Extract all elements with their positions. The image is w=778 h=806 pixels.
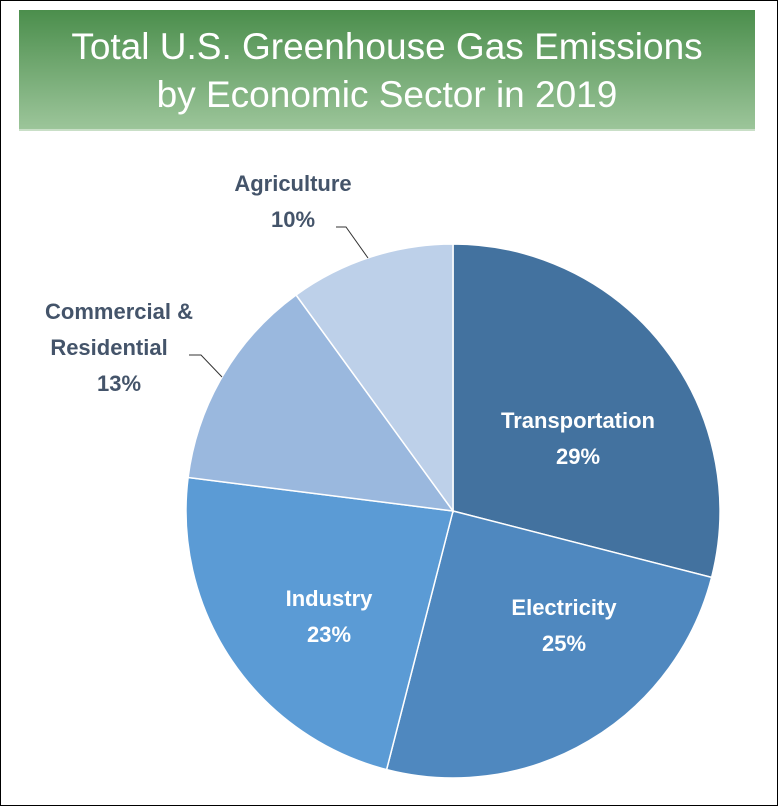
category-label-electricity: Electricity xyxy=(511,595,617,620)
category-label-commercial-residential: Residential xyxy=(50,335,167,360)
pie-slice-industry xyxy=(185,476,454,771)
pie-slice-commercial-residential xyxy=(187,293,455,512)
chart-title-line-1: Total U.S. Greenhouse Gas Emissions xyxy=(71,26,703,67)
category-label-commercial-residential: Commercial & xyxy=(45,299,193,324)
leader-line-agriculture xyxy=(336,226,369,259)
category-label-agriculture: Agriculture xyxy=(234,171,351,196)
data-label-commercial-residential: 13% xyxy=(97,371,141,396)
pie-slice-electricity xyxy=(385,510,713,779)
title-banner: Total U.S. Greenhouse Gas Emissions by E… xyxy=(19,10,755,131)
leader-line-commercial-residential xyxy=(189,354,223,378)
category-label-industry: Industry xyxy=(286,586,374,611)
data-label-transportation: 29% xyxy=(556,444,600,469)
pie-slice-transportation xyxy=(452,243,721,579)
chart-title-line-2: by Economic Sector in 2019 xyxy=(156,74,618,115)
pie-slice-agriculture xyxy=(295,243,454,514)
category-label-transportation: Transportation xyxy=(501,408,655,433)
data-label-industry: 23% xyxy=(307,622,351,647)
data-label-agriculture: 10% xyxy=(271,207,315,232)
data-label-electricity: 25% xyxy=(542,631,586,656)
